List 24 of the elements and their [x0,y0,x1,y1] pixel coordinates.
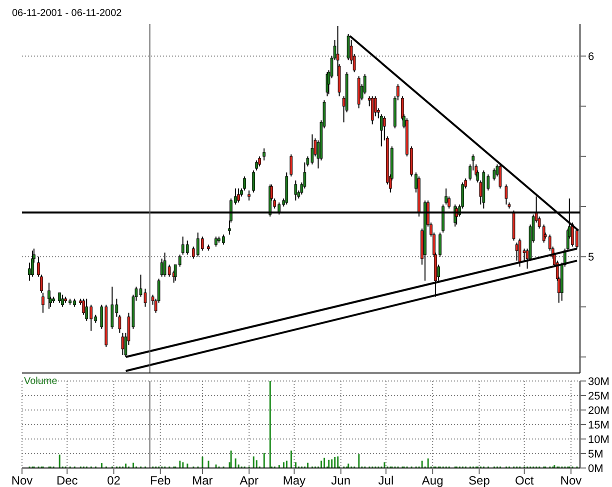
y-tick-label: 30M [588,376,610,388]
x-tick-label: Jul [378,474,394,487]
y-tick-label: 5M [588,448,604,460]
y-tick-label: 0M [588,462,604,475]
chart-title: Volume [24,376,58,387]
x-tick-label: Feb [150,474,172,487]
x-tick-label: Apr [240,474,258,487]
chart-subtitle: 06-11-2001 - 06-11-2002 [12,8,123,21]
y-tick-label: 25M [588,390,610,402]
x-tick-label: Oct [515,474,534,487]
x-tick-label: Nov [560,474,582,487]
x-tick-label: Sep [468,474,490,487]
x-tick-label: Dec [56,474,78,487]
y-tick-label: 5 [588,252,594,264]
x-tick-label: Aug [422,474,444,487]
y-tick-label: 20M [588,404,610,417]
x-tick-label: Nov [11,474,33,487]
x-tick-label: 02 [107,474,121,487]
x-tick-label: Mar [192,474,213,487]
y-tick-label: 6 [588,50,594,63]
y-tick-label: 15M [588,419,610,432]
y-tick-label: 10M [588,434,610,446]
x-tick-label: Jun [331,474,351,487]
x-tick-label: May [282,474,306,487]
